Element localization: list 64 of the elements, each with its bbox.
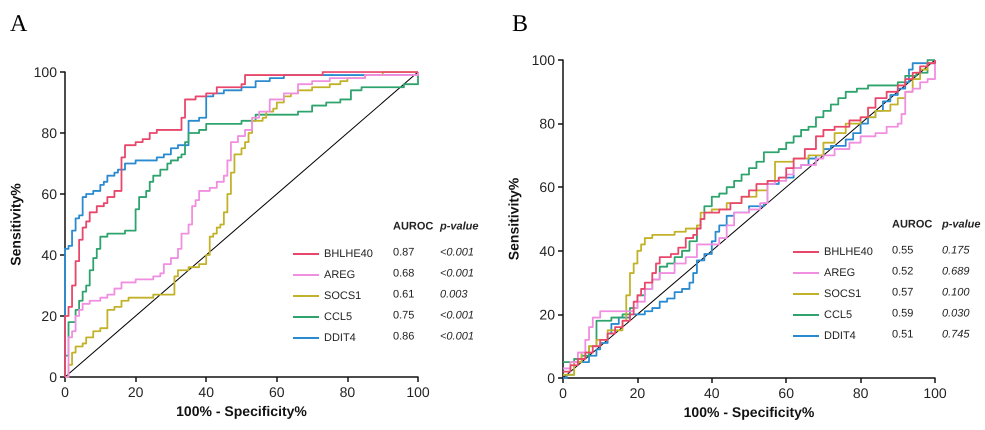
text: 0.100 <box>942 286 970 298</box>
legend-label: DDIT4 <box>324 332 356 344</box>
text: <0.001 <box>440 268 474 280</box>
legend-label: AREG <box>324 269 356 281</box>
chart-title: B <box>512 11 528 37</box>
y-axis-title: Sensitivity% <box>8 182 24 266</box>
chart-title: A <box>10 11 28 37</box>
annotation: 0.86 <box>392 330 414 342</box>
text: 0.175 <box>942 244 970 256</box>
x-tick-label: 0 <box>61 384 70 400</box>
annotation: 0.52 <box>892 266 914 278</box>
y-axis-title: Sensitivity% <box>506 177 522 260</box>
text: p-value <box>439 220 479 232</box>
y-tick-label: 60 <box>539 179 556 196</box>
text: <0.001 <box>440 330 474 342</box>
y-tick-label: 60 <box>41 186 58 202</box>
text: 0.003 <box>440 288 468 300</box>
x-tick-label: 20 <box>630 385 646 401</box>
annotation: 0.61 <box>392 288 414 300</box>
legend-label: SOCS1 <box>324 290 362 302</box>
y-tick-label: 20 <box>41 308 58 324</box>
y-tick-label: 40 <box>539 242 556 259</box>
x-tick-label: 80 <box>852 385 869 401</box>
annotation: 0.59 <box>892 308 914 320</box>
annotation: 0.57 <box>892 286 914 298</box>
annotation: 0.75 <box>392 310 414 322</box>
legend-label: AREG <box>824 267 856 279</box>
annotation: 0.87 <box>392 246 414 258</box>
y-tick-label: 20 <box>539 306 556 322</box>
y-tick-label: 80 <box>539 116 556 132</box>
x-tick-label: 40 <box>704 385 720 401</box>
text: <0.001 <box>440 246 474 258</box>
legend-label: BHLHE40 <box>324 248 373 260</box>
x-tick-label: 80 <box>340 384 356 400</box>
annotation: AUROC <box>892 218 932 230</box>
annotation: AUROC <box>392 220 434 232</box>
legend-label: DDIT4 <box>824 330 856 342</box>
y-tick-label: 100 <box>532 52 556 68</box>
y-tick-label: 100 <box>34 64 58 80</box>
x-axis-title: 100% - Specificity% <box>176 402 308 419</box>
annotation: 0.68 <box>392 268 414 280</box>
legend-label: SOCS1 <box>824 288 862 300</box>
x-tick-label: 60 <box>778 385 794 401</box>
y-tick-label: 80 <box>41 125 58 141</box>
x-tick-label: 40 <box>198 384 214 400</box>
legend-label: CCL5 <box>824 309 852 321</box>
text: 0.689 <box>942 266 970 278</box>
x-tick-label: 20 <box>128 384 144 400</box>
y-tick-label: 0 <box>547 370 556 386</box>
x-tick-label: 100 <box>923 385 947 401</box>
legend-label: CCL5 <box>324 311 352 323</box>
y-tick-label: 40 <box>41 247 58 263</box>
legend-label: BHLHE40 <box>824 246 873 258</box>
annotation: 0.51 <box>892 328 914 340</box>
x-tick-label: 0 <box>559 385 568 401</box>
y-tick-label: 0 <box>49 369 58 385</box>
text: <0.001 <box>440 310 474 322</box>
text: 0.745 <box>942 328 970 340</box>
x-tick-label: 60 <box>269 384 285 400</box>
x-tick-label: 100 <box>406 384 430 400</box>
annotation: 0.55 <box>892 244 914 256</box>
text: p-value <box>941 218 981 230</box>
text: 0.030 <box>942 308 970 320</box>
x-axis-title: 100% - Specificity% <box>684 404 815 420</box>
